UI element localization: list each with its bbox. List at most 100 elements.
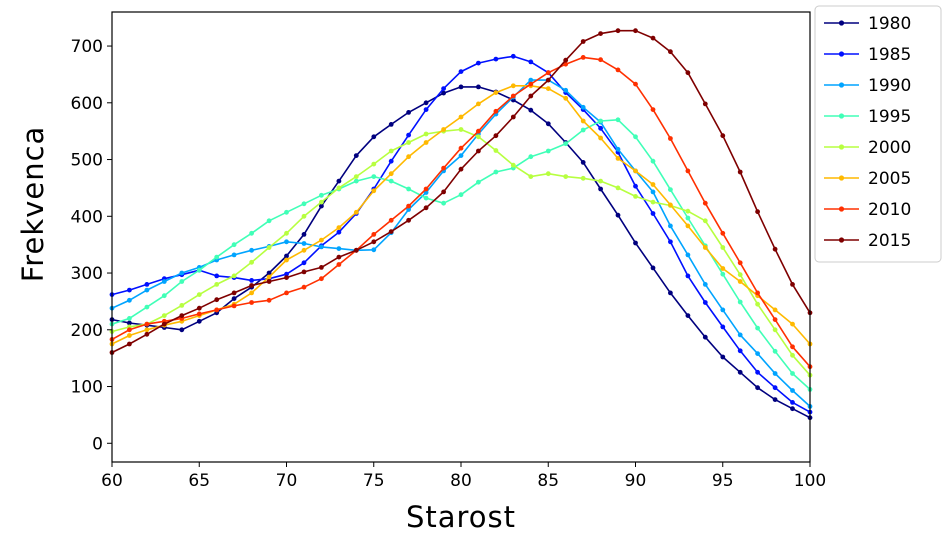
data-point: [249, 290, 255, 296]
data-point: [423, 131, 429, 137]
data-point: [633, 240, 638, 246]
data-point: [545, 171, 551, 177]
data-point: [615, 212, 621, 218]
legend-item-1985: 1985: [824, 45, 911, 65]
data-point: [668, 223, 673, 229]
data-point: [476, 179, 481, 185]
legend-item-1995: 1995: [824, 107, 911, 127]
data-point: [493, 133, 499, 139]
data-point: [388, 171, 394, 177]
data-point: [772, 317, 778, 322]
data-point: [284, 239, 289, 245]
data-point: [580, 118, 586, 124]
data-point: [493, 148, 499, 153]
data-point: [580, 39, 586, 44]
data-point: [214, 254, 220, 260]
series-2005: [109, 83, 813, 347]
data-point: [284, 257, 289, 263]
data-point: [214, 297, 220, 303]
data-point: [528, 107, 534, 113]
data-point: [493, 169, 499, 175]
data-point: [720, 324, 726, 330]
data-point: [126, 297, 132, 303]
data-point: [423, 186, 429, 192]
data-point: [353, 153, 359, 159]
data-point: [668, 202, 673, 208]
data-point: [790, 400, 795, 405]
data-point: [720, 271, 726, 277]
data-point: [423, 140, 429, 145]
data-point: [668, 290, 673, 296]
data-point: [196, 305, 202, 311]
data-point: [388, 158, 394, 164]
data-point: [510, 162, 516, 168]
data-point: [545, 70, 551, 76]
data-point: [737, 332, 743, 338]
data-point: [126, 320, 132, 326]
data-point: [685, 70, 691, 76]
data-point: [301, 260, 307, 266]
data-point: [284, 275, 289, 280]
data-point: [615, 185, 621, 191]
data-point: [266, 297, 272, 303]
data-point: [249, 278, 255, 283]
data-point: [301, 213, 307, 219]
data-point: [249, 230, 255, 236]
data-point: [406, 207, 411, 212]
data-point: [720, 266, 726, 271]
data-point: [371, 239, 377, 245]
data-point: [476, 134, 481, 140]
data-point: [720, 245, 726, 250]
data-point: [685, 223, 691, 229]
data-point: [633, 28, 638, 34]
y-tick-label: 200: [71, 321, 103, 341]
data-point: [598, 57, 603, 63]
data-point: [406, 217, 411, 223]
x-tick-label: 85: [537, 471, 559, 491]
data-point: [371, 247, 377, 253]
legend-item-2015: 2015: [824, 231, 911, 251]
data-point: [284, 230, 289, 236]
data-point: [301, 284, 307, 290]
data-point: [528, 77, 534, 83]
data-point: [528, 81, 534, 87]
data-point: [179, 313, 185, 318]
data-point: [580, 104, 586, 110]
data-point: [737, 279, 743, 284]
data-point: [196, 267, 202, 273]
data-point: [737, 260, 743, 266]
data-point: [650, 107, 656, 112]
data-point: [476, 84, 481, 90]
data-point: [615, 67, 621, 73]
data-point: [563, 141, 569, 147]
data-point: [214, 282, 220, 287]
data-point: [633, 134, 638, 140]
legend-swatch-marker: [838, 175, 845, 181]
data-point: [720, 133, 726, 139]
data-point: [126, 327, 132, 333]
data-point: [319, 244, 324, 250]
data-point: [772, 246, 778, 252]
data-point: [633, 81, 638, 87]
data-point: [249, 283, 255, 288]
data-point: [458, 127, 464, 132]
data-point: [702, 300, 708, 305]
data-point: [144, 321, 150, 327]
legend-label: 1990: [868, 76, 911, 96]
legend-label: 2010: [868, 200, 911, 220]
x-tick-label: 100: [794, 471, 826, 491]
series-2010: [109, 55, 813, 370]
data-point: [371, 232, 377, 237]
data-point: [720, 230, 726, 236]
x-tick-label: 80: [450, 471, 472, 491]
data-point: [301, 232, 307, 237]
legend-swatch-marker: [838, 51, 845, 57]
x-tick-label: 95: [712, 471, 734, 491]
data-point: [161, 321, 167, 327]
data-point: [702, 200, 708, 206]
data-point: [161, 313, 167, 318]
data-point: [720, 307, 726, 313]
data-point: [423, 107, 429, 112]
data-point: [720, 354, 726, 360]
